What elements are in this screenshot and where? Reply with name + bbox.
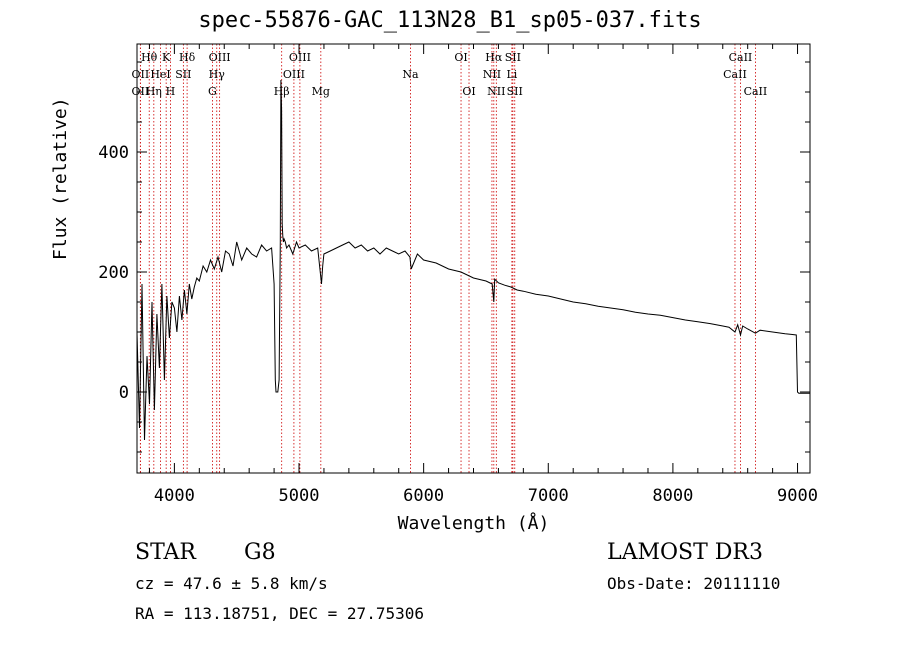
survey-name: LAMOST DR3 — [607, 540, 763, 565]
line-marker-label: Hη — [146, 85, 162, 98]
chart-title: spec-55876-GAC_113N28_B1_sp05-037.fits — [198, 8, 702, 33]
line-marker-label: SII — [505, 51, 521, 64]
line-marker-label: G — [208, 85, 217, 98]
line-marker-label: Mg — [312, 85, 330, 98]
plot-frame — [136, 43, 811, 474]
line-marker-label: K — [162, 51, 171, 64]
x-tick-label: 6000 — [403, 486, 444, 506]
x-tick-label: 4000 — [154, 486, 195, 506]
x-tick-label: 5000 — [279, 486, 320, 506]
line-marker-label: Hδ — [179, 51, 196, 64]
line-marker-label: CaII — [744, 85, 768, 98]
x-axis-label: Wavelength (Å) — [398, 512, 550, 534]
line-marker-label: CaII — [729, 51, 753, 64]
line-marker-label: Hθ — [141, 51, 158, 64]
object-subclass: G8 — [244, 540, 276, 565]
line-marker-label: NII — [487, 85, 505, 98]
line-marker-label: Na — [402, 68, 419, 81]
y-tick-label: 200 — [98, 263, 129, 283]
line-marker-label: NII — [483, 68, 501, 81]
x-tick-label: 7000 — [528, 486, 569, 506]
line-marker-label: OI — [462, 85, 475, 98]
line-markers — [139, 44, 756, 473]
line-marker-label: OII — [132, 68, 150, 81]
y-tick-label: 0 — [119, 383, 129, 403]
line-marker-label: Hγ — [209, 68, 226, 81]
object-class: STAR — [135, 540, 196, 565]
line-marker-label: H — [166, 85, 176, 98]
line-marker-label: Li — [506, 68, 517, 81]
redshift-text: cz = 47.6 ± 5.8 km/s — [135, 574, 328, 593]
line-marker-label: OIII — [289, 51, 311, 64]
obs-date-text: Obs-Date: 20111110 — [607, 574, 781, 593]
y-axis-ticks: 0 200 400 — [98, 61, 810, 453]
line-marker-label: CaII — [723, 68, 747, 81]
line-marker-label: Hα — [485, 51, 503, 64]
x-tick-label: 9000 — [777, 486, 818, 506]
line-marker-label: HeI — [150, 68, 170, 81]
line-marker-label: OI — [454, 51, 467, 64]
x-tick-label: 8000 — [652, 486, 693, 506]
spectrum-line — [136, 79, 810, 441]
line-marker-label: SII — [507, 85, 523, 98]
y-tick-label: 400 — [98, 143, 129, 163]
line-marker-label: OIII — [209, 51, 231, 64]
line-marker-label: OIII — [283, 68, 305, 81]
x-axis-ticks: 4000 5000 6000 7000 8000 9000 — [148, 44, 818, 506]
line-marker-label: Hβ — [274, 85, 290, 98]
line-marker-label: SII — [175, 68, 191, 81]
coords-text: RA = 113.18751, DEC = 27.75306 — [135, 604, 424, 623]
